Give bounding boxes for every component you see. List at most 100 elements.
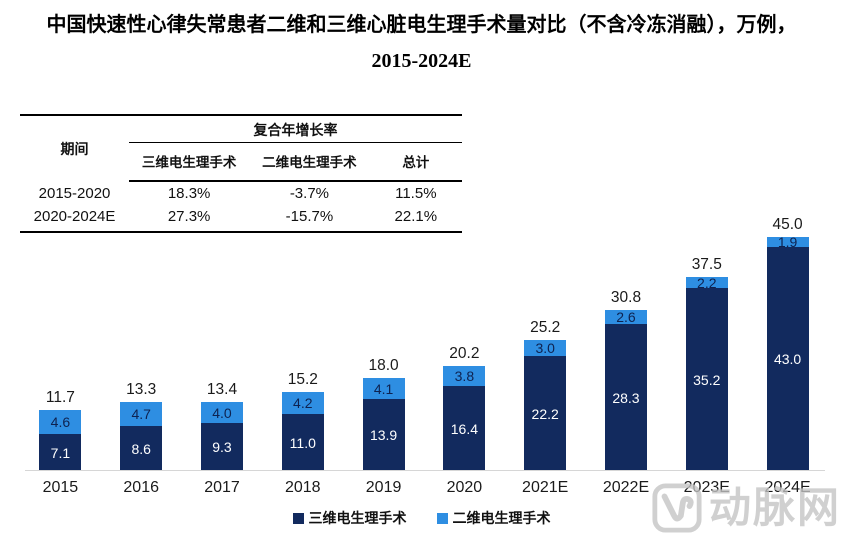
bar-segment-2d: 2.2 — [685, 274, 728, 291]
bar-segment-value: 22.2 — [531, 405, 559, 422]
table-period-cell: 2015-2020 — [38, 184, 111, 202]
table-period-header: 期间 — [20, 114, 130, 181]
bar-segment-value: 16.4 — [450, 420, 478, 437]
bar-group: 20.2 3.8 16.4 — [424, 205, 505, 471]
table-value-cell: 18.3% — [167, 185, 211, 202]
bar-segment-3d: 16.4 — [443, 386, 486, 471]
bar-segment-value: 4.1 — [373, 380, 394, 397]
x-axis-label: 2021E — [522, 479, 569, 496]
bar-segment-3d: 8.6 — [120, 426, 163, 471]
bar-segment-2d: 4.7 — [120, 402, 163, 426]
bar-segment-value: 11.0 — [289, 434, 316, 451]
bar-segment-2d: 3.8 — [443, 366, 486, 386]
bar-segment-value: 3.0 — [535, 340, 555, 356]
table-cagr-header: 复合年增长率 — [129, 114, 462, 143]
x-axis-label: 2015 — [42, 479, 79, 496]
bar-segment-value: 1.9 — [777, 234, 798, 250]
bar-segment-value: 28.3 — [612, 389, 640, 406]
bar-total-label: 25.2 — [530, 318, 561, 336]
legend-label: 二维电生理手术 — [452, 510, 551, 526]
bar-total-label: 20.2 — [449, 344, 480, 362]
bar-segment-2d: 4.1 — [362, 378, 405, 399]
bar-segment-value: 4.0 — [212, 404, 232, 421]
legend-label: 三维电生理手术 — [308, 510, 407, 526]
bar-segment-value: 4.6 — [50, 414, 71, 430]
bar-group: 15.2 4.2 11.0 — [262, 205, 343, 471]
bar-group: 30.8 2.6 28.3 — [586, 205, 667, 471]
bar-group: 13.3 4.7 8.6 — [101, 205, 182, 471]
table-row: 2020-2024E 27.3% -15.7% 22.1% — [20, 205, 462, 233]
bar-segment-value: 9.3 — [212, 439, 232, 455]
bar-segment-2d: 1.9 — [766, 234, 809, 250]
x-axis-row: 2015 2016 2017 2018 2019 2020 2021E 2022E 2023E 2… — [20, 479, 828, 497]
legend-item-2d: 二维电生理手术 — [436, 508, 551, 528]
table-period-cell: 2020-2024E — [20, 205, 130, 233]
bar-total-label: 30.8 — [610, 288, 642, 306]
bar-group: 11.7 4.6 7.1 — [20, 205, 101, 471]
bar-segment-2d: 4.0 — [200, 402, 243, 423]
bar-total-label: 13.3 — [126, 380, 157, 398]
bar-total-label: 45.0 — [772, 215, 803, 233]
bar-total-label: 13.4 — [206, 380, 238, 398]
legend-swatch — [436, 512, 448, 524]
bar-group: 45.0 1.9 43.0 — [747, 205, 828, 471]
bar-segment-value: 13.9 — [369, 427, 398, 443]
bar-total-label: 37.5 — [691, 255, 722, 273]
x-axis-label: 2024E — [764, 479, 811, 496]
bar-segment-2d: 2.6 — [604, 309, 647, 325]
bar-segment-3d: 11.0 — [281, 414, 324, 471]
dongmai-logo-icon — [652, 483, 702, 533]
bar-group: 13.4 4.0 9.3 — [182, 205, 263, 471]
bar-segment-3d: 9.3 — [200, 423, 243, 471]
bar-segment-3d: 35.2 — [685, 288, 728, 471]
table-row: 2015-2020 18.3% -3.7% 11.5% — [20, 181, 462, 205]
x-axis-label: 2018 — [284, 479, 321, 496]
bar-segment-2d: 4.2 — [281, 392, 324, 414]
bar-total-label: 18.0 — [368, 356, 399, 374]
bar-segment-value: 3.8 — [454, 368, 475, 384]
bar-segment-3d: 13.9 — [362, 399, 405, 471]
bar-total-label: 15.2 — [287, 370, 318, 388]
table-value-cell: -15.7% — [249, 205, 370, 233]
watermark-text: 动脉网 — [708, 484, 841, 531]
bar-group: 18.0 4.1 13.9 — [343, 205, 424, 471]
bar-segment-value: 43.0 — [773, 351, 802, 367]
chart-title-line2: 2015-2024E — [371, 50, 472, 72]
bar-group: 37.5 2.2 35.2 — [666, 205, 747, 471]
bar-segment-value: 8.6 — [131, 440, 151, 457]
bar-segment-value: 35.2 — [693, 371, 721, 388]
table-col-2d: 二维电生理手术 — [249, 142, 370, 182]
bar-segment-value: 2.6 — [616, 309, 636, 325]
table-col-total: 总计 — [369, 142, 462, 182]
table-value-cell: 11.5% — [395, 185, 437, 202]
x-axis-label: 2020 — [446, 479, 483, 496]
legend-swatch — [292, 512, 304, 524]
bar-segment-3d: 28.3 — [604, 324, 647, 471]
x-axis-label: 2019 — [365, 479, 402, 496]
x-axis-label: 2023E — [683, 479, 730, 496]
watermark: 动脉网 — [651, 482, 841, 534]
bar-segment-value: 4.7 — [131, 406, 151, 422]
bar-segment-value: 7.1 — [50, 444, 71, 461]
table-col-3d: 三维电生理手术 — [129, 142, 250, 182]
bar-segment-2d: 3.0 — [524, 340, 567, 356]
x-axis-label: 2016 — [123, 479, 159, 496]
x-axis-label: 2022E — [602, 479, 650, 496]
bar-segment-3d: 7.1 — [39, 434, 82, 471]
bar-segment-value: 2.2 — [697, 274, 717, 291]
table-value-cell: 27.3% — [129, 205, 250, 233]
bar-segment-3d: 43.0 — [766, 247, 809, 471]
bar-segment-value: 4.2 — [293, 395, 313, 411]
table-value-cell: -3.7% — [289, 185, 329, 202]
x-axis-line — [25, 470, 825, 471]
cagr-table: 期间 复合年增长率 三维电生理手术 二维电生理手术 总计 2015-2020 1… — [20, 114, 462, 233]
chart-title-line1: 中国快速性心律失常患者二维和三维心脏电生理手术量对比（不含冷冻消融），万例， — [46, 14, 797, 36]
bar-segment-2d: 4.6 — [39, 410, 82, 434]
bar-group: 25.2 3.0 22.2 — [505, 205, 586, 471]
legend-item-3d: 三维电生理手术 — [292, 508, 407, 528]
bar-total-label: 11.7 — [45, 388, 75, 406]
bars-row: 11.7 4.6 7.1 13.3 4.7 8.6 13.4 4.0 9.3 15.2 4.2 11.… — [20, 205, 828, 471]
table-value-cell: 22.1% — [369, 205, 462, 233]
legend: 三维电生理手术 二维电生理手术 — [0, 508, 843, 528]
